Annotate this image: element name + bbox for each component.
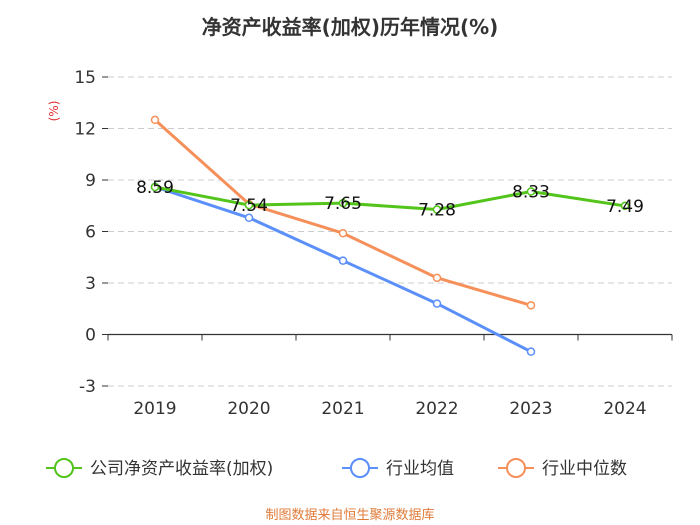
legend-label[interactable]: 公司净资产收益率(加权): [90, 459, 273, 479]
data-point[interactable]: [244, 213, 254, 223]
legend-marker-icon[interactable]: [54, 458, 74, 478]
data-label: 8.33: [512, 183, 550, 203]
data-label: 7.65: [324, 194, 362, 214]
y-tick-label: 6: [85, 223, 96, 243]
y-tick-label: 9: [85, 171, 96, 191]
data-point[interactable]: [432, 273, 442, 283]
axes: 15 12 9 6 3 0 -3 2019 2020 2021 2022 2023 2024: [74, 68, 673, 419]
x-tick-label: 2024: [603, 399, 646, 419]
data-label: 7.28: [418, 201, 456, 221]
x-tick-label: 2020: [227, 399, 270, 419]
legend: 公司净资产收益率(加权) 行业均值 行业中位数: [46, 458, 627, 479]
data-label: 7.54: [230, 196, 268, 216]
data-point[interactable]: [244, 200, 254, 210]
data-point[interactable]: [526, 187, 536, 196]
x-tick-label: 2022: [415, 399, 458, 419]
y-tick-label: 3: [85, 274, 96, 294]
legend-label[interactable]: 行业均值: [386, 459, 454, 479]
x-tick-label: 2021: [321, 399, 364, 419]
data-source-footer: 制图数据来自恒生聚源数据库: [265, 507, 434, 523]
data-label: 7.49: [606, 197, 644, 217]
data-labels: 8.59 7.54 7.65 7.28 8.33 7.49: [136, 178, 644, 220]
y-tick-label: -3: [79, 377, 96, 397]
data-point[interactable]: [150, 182, 160, 192]
data-point[interactable]: [150, 115, 160, 125]
data-point[interactable]: [432, 299, 442, 308]
legend-marker-icon[interactable]: [506, 458, 526, 478]
y-tick-label: 0: [85, 326, 96, 346]
data-point[interactable]: [338, 228, 348, 238]
y-axis-label: (%): [47, 101, 61, 122]
data-point[interactable]: [432, 205, 442, 214]
data-point[interactable]: [338, 256, 348, 265]
data-point[interactable]: [526, 347, 536, 356]
legend-label[interactable]: 行业中位数: [542, 459, 627, 479]
x-tick-label: 2023: [509, 399, 552, 419]
x-tick-label: 2019: [133, 399, 176, 419]
data-label: 8.59: [136, 178, 174, 198]
data-point[interactable]: [526, 301, 536, 310]
legend-marker-icon[interactable]: [350, 458, 370, 478]
series: [150, 115, 630, 356]
chart-title: 净资产收益率(加权)历年情况(%): [202, 15, 499, 39]
data-point[interactable]: [338, 198, 348, 208]
series-line: [154, 185, 626, 212]
data-point[interactable]: [620, 201, 630, 211]
y-tick-label: 12: [74, 120, 96, 140]
y-tick-label: 15: [74, 68, 96, 88]
